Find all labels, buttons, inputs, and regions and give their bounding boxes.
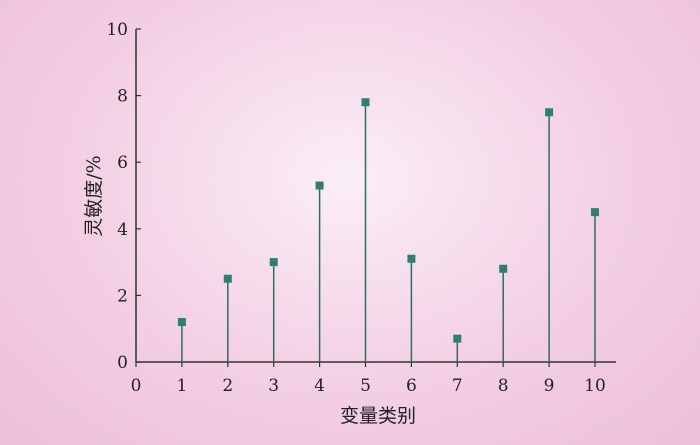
y-tick-label: 8 [117, 87, 128, 107]
y-tick-label: 6 [117, 153, 128, 173]
stem-marker [499, 264, 508, 273]
stem-marker [269, 258, 278, 267]
x-tick-label: 3 [268, 376, 279, 396]
x-tick-label: 0 [131, 376, 142, 396]
stem-marker [591, 208, 599, 217]
stem-marker [223, 274, 232, 283]
axes: 0 1 2 3 4 5 6 7 8 9 10 0 2 4 6 8 10 [106, 20, 616, 396]
x-tick-label: 2 [222, 376, 233, 396]
y-tick-label: 4 [117, 220, 128, 240]
y-axis-label: 灵敏度/% [83, 155, 105, 236]
x-tick-label: 9 [544, 376, 555, 396]
stem-marker [453, 334, 462, 343]
stem-marker [361, 98, 370, 107]
x-tick-label: 10 [584, 376, 606, 396]
x-tick-label: 8 [498, 376, 509, 396]
x-tick-label: 1 [176, 376, 187, 396]
x-tick-label: 6 [406, 376, 417, 396]
x-tick-label: 7 [452, 376, 463, 396]
x-tick-label: 4 [314, 376, 325, 396]
y-tick-label: 0 [117, 353, 128, 373]
data-marks [177, 98, 599, 362]
stem-marker [545, 108, 554, 117]
stem-marker [407, 254, 416, 263]
x-axis-label: 变量类别 [340, 405, 416, 427]
stem-marker [315, 181, 324, 190]
y-tick-label: 10 [106, 20, 128, 40]
x-tick-label: 5 [360, 376, 371, 396]
y-tick-label: 2 [117, 286, 128, 306]
stem-marker [177, 318, 186, 327]
